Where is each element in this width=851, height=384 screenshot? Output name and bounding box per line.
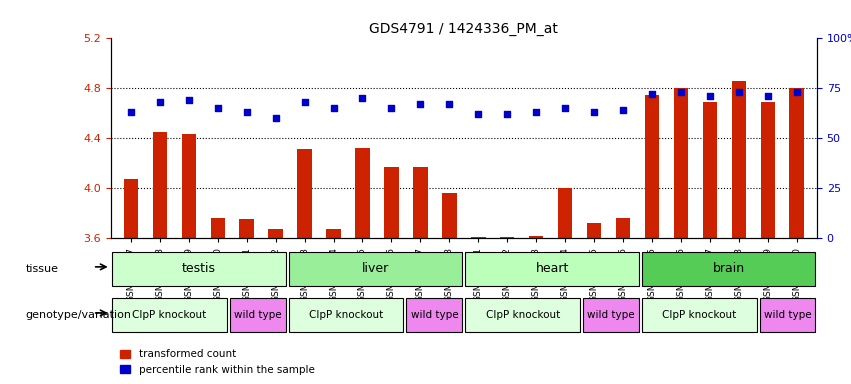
FancyBboxPatch shape: [465, 252, 639, 286]
Bar: [587, 223, 602, 238]
Bar: [732, 81, 746, 238]
Point: [500, 111, 514, 118]
Point: [471, 111, 485, 118]
Bar: [790, 88, 804, 238]
Text: testis: testis: [182, 262, 216, 275]
Text: ClpP knockout: ClpP knockout: [133, 310, 207, 320]
Text: ClpP knockout: ClpP knockout: [486, 310, 560, 320]
Point: [269, 115, 283, 121]
FancyBboxPatch shape: [288, 252, 462, 286]
Bar: [703, 102, 717, 238]
Bar: [239, 219, 254, 238]
Bar: [645, 94, 660, 238]
Text: wild type: wild type: [410, 310, 458, 320]
Bar: [355, 148, 369, 238]
Bar: [326, 229, 340, 238]
Text: wild type: wild type: [587, 310, 635, 320]
Point: [124, 109, 138, 115]
Text: ClpP knockout: ClpP knockout: [662, 310, 736, 320]
Text: genotype/variation: genotype/variation: [26, 310, 132, 320]
Text: wild type: wild type: [763, 310, 811, 320]
Title: GDS4791 / 1424336_PM_at: GDS4791 / 1424336_PM_at: [369, 22, 558, 36]
Bar: [384, 167, 398, 238]
Point: [443, 101, 456, 108]
Bar: [616, 218, 631, 238]
Point: [327, 105, 340, 111]
Point: [558, 105, 572, 111]
Bar: [500, 237, 515, 238]
FancyBboxPatch shape: [230, 298, 286, 332]
Legend: transformed count, percentile rank within the sample: transformed count, percentile rank withi…: [116, 345, 319, 379]
Point: [587, 109, 601, 115]
Bar: [558, 188, 573, 238]
Bar: [413, 167, 427, 238]
Bar: [297, 149, 311, 238]
Bar: [529, 235, 544, 238]
Point: [732, 89, 745, 95]
Bar: [761, 102, 775, 238]
Bar: [674, 88, 688, 238]
Text: wild type: wild type: [234, 310, 282, 320]
Point: [616, 107, 630, 113]
Bar: [442, 193, 456, 238]
FancyBboxPatch shape: [465, 298, 580, 332]
Bar: [181, 134, 196, 238]
Point: [414, 101, 427, 108]
FancyBboxPatch shape: [112, 298, 227, 332]
Bar: [210, 218, 225, 238]
FancyBboxPatch shape: [407, 298, 462, 332]
FancyBboxPatch shape: [642, 298, 757, 332]
Bar: [123, 179, 138, 238]
Text: ClpP knockout: ClpP knockout: [309, 310, 383, 320]
Bar: [471, 237, 486, 238]
Point: [182, 97, 196, 103]
Point: [211, 105, 225, 111]
Point: [240, 109, 254, 115]
Text: tissue: tissue: [26, 264, 59, 274]
Point: [761, 93, 774, 99]
FancyBboxPatch shape: [583, 298, 639, 332]
Point: [703, 93, 717, 99]
Point: [298, 99, 311, 105]
Point: [153, 99, 167, 105]
Text: liver: liver: [362, 262, 389, 275]
Point: [529, 109, 543, 115]
Point: [674, 89, 688, 95]
FancyBboxPatch shape: [760, 298, 815, 332]
FancyBboxPatch shape: [288, 298, 403, 332]
Bar: [152, 132, 167, 238]
Point: [790, 89, 803, 95]
Text: heart: heart: [535, 262, 568, 275]
Point: [356, 95, 369, 101]
Text: brain: brain: [712, 262, 745, 275]
Point: [385, 105, 398, 111]
FancyBboxPatch shape: [112, 252, 286, 286]
Bar: [268, 229, 283, 238]
Point: [645, 91, 659, 98]
FancyBboxPatch shape: [642, 252, 815, 286]
